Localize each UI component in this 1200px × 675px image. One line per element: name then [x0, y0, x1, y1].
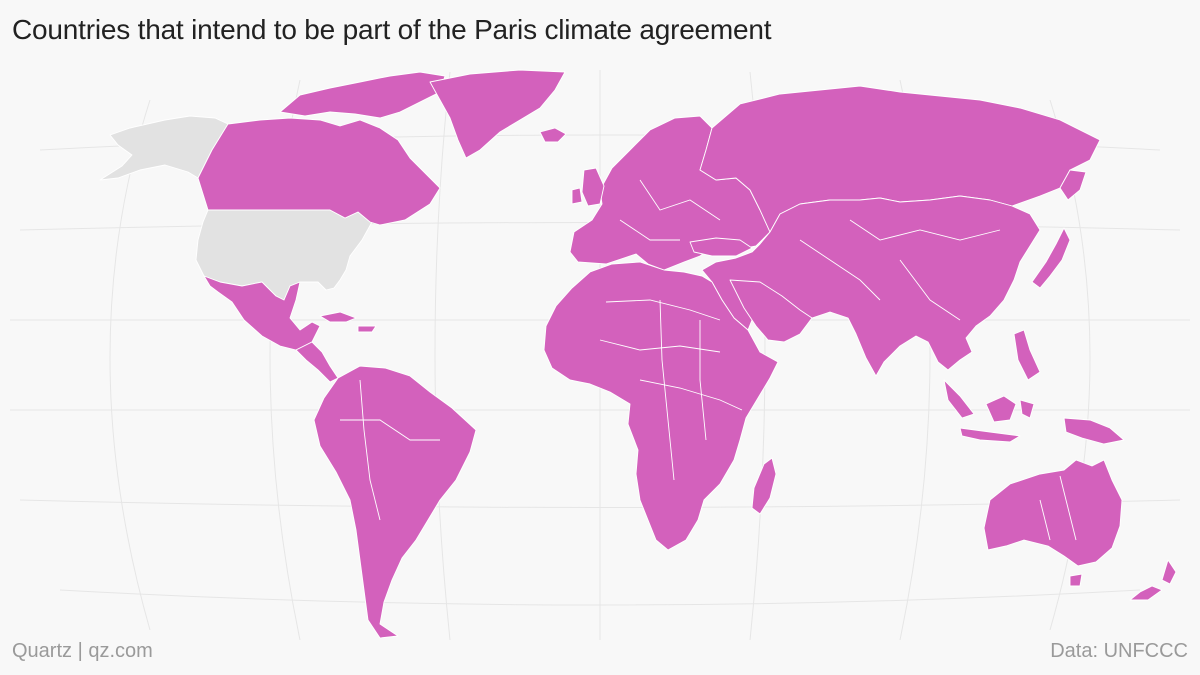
country-canada[interactable] [197, 117, 441, 226]
source-text: Data: UNFCCC [1050, 640, 1188, 662]
country-australia[interactable] [983, 459, 1123, 567]
country-iceland[interactable] [539, 127, 567, 143]
region-indonesia[interactable] [943, 379, 1125, 445]
region-kamchatka[interactable] [1059, 169, 1087, 201]
country-japan[interactable] [1031, 227, 1071, 289]
world-map [10, 69, 1190, 640]
region-caribbean[interactable] [319, 311, 377, 333]
country-mexico[interactable] [203, 275, 321, 351]
country-madagascar[interactable] [751, 457, 777, 515]
region-tasmania[interactable] [1069, 573, 1083, 587]
country-new-zealand[interactable] [1129, 559, 1177, 601]
region-uk-ireland[interactable] [571, 167, 605, 207]
country-turkey[interactable] [689, 237, 753, 257]
region-central-america[interactable] [295, 341, 339, 383]
region-canadian-arctic[interactable] [279, 71, 446, 119]
country-philippines[interactable] [1013, 329, 1041, 381]
country-alaska[interactable] [99, 115, 229, 181]
region-arabian-peninsula[interactable] [729, 279, 813, 343]
region-africa[interactable] [543, 261, 779, 551]
country-borders [340, 179, 1077, 541]
credit-text: Quartz | qz.com [12, 640, 153, 662]
country-greenland[interactable] [429, 69, 566, 159]
chart-title: Countries that intend to be part of the … [12, 14, 772, 45]
region-south-america[interactable] [313, 365, 477, 639]
